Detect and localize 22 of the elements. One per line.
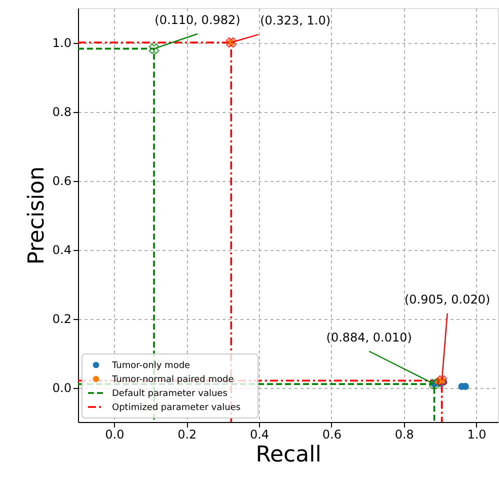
x-tick-label: 0.4 [250, 428, 270, 442]
legend-label: Optimized parameter values [112, 403, 241, 413]
y-tick-label: 0.4 [52, 243, 72, 257]
annotation: (0.905, 0.020) [404, 292, 490, 306]
x-tick-label: 0.8 [394, 428, 414, 442]
y-tick-label: 1.0 [52, 36, 72, 50]
annotation: (0.110, 0.982) [154, 12, 240, 27]
annotation: (0.323, 1.0) [260, 14, 331, 28]
y-tick-label: 0.8 [52, 105, 72, 119]
annotation: (0.884, 0.010) [326, 330, 412, 344]
x-tick-label: 0.6 [322, 428, 342, 442]
y-tick-label: 0.2 [52, 312, 72, 326]
y-tick-label: 0.6 [52, 174, 72, 188]
x-tick-label: 0.0 [105, 428, 124, 442]
y-tick-label: 0.0 [52, 381, 72, 395]
legend-label: Tumor-normal paired mode [111, 375, 234, 385]
x-tick-label: 1.0 [467, 428, 486, 442]
y-axis-title: Precision [24, 166, 50, 265]
x-axis-title: Recall [256, 442, 322, 468]
x-tick-label: 0.2 [178, 428, 197, 442]
legend-label: Tumor-only mode [111, 361, 191, 371]
legend-label: Default parameter values [112, 389, 228, 399]
